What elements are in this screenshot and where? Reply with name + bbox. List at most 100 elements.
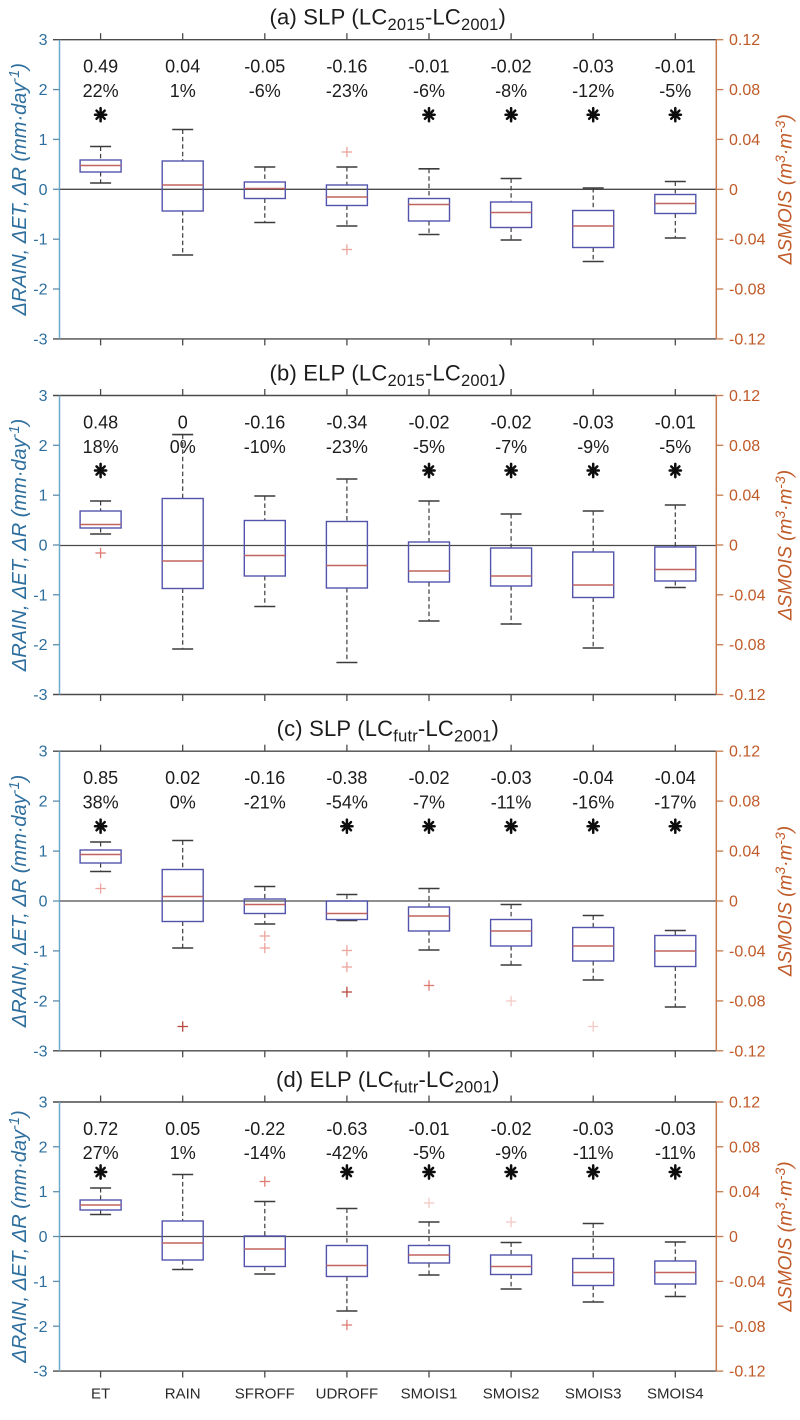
svg-text:-0.38: -0.38 — [326, 768, 367, 788]
svg-text:0.04: 0.04 — [729, 844, 760, 861]
svg-text:-1: -1 — [33, 943, 47, 960]
svg-text:0.08: 0.08 — [729, 82, 760, 99]
svg-text:2: 2 — [39, 794, 48, 811]
svg-text:-5%: -5% — [413, 437, 445, 457]
svg-text:0%: 0% — [170, 437, 196, 457]
svg-text:-7%: -7% — [413, 793, 445, 813]
svg-text:-0.02: -0.02 — [408, 412, 449, 432]
svg-text:0.04: 0.04 — [729, 132, 760, 149]
svg-text:-11%: -11% — [491, 793, 532, 813]
svg-text:-0.01: -0.01 — [655, 412, 696, 432]
svg-text:0.48: 0.48 — [83, 412, 118, 432]
svg-text:ΔRAIN, ΔET, ΔR (mm·day-1): ΔRAIN, ΔET, ΔR (mm·day-1) — [7, 419, 31, 672]
svg-text:-11%: -11% — [573, 1143, 614, 1163]
svg-text:-0.04: -0.04 — [729, 943, 766, 960]
svg-text:0: 0 — [39, 182, 48, 199]
svg-text:-0.08: -0.08 — [729, 637, 766, 654]
svg-text:-0.63: -0.63 — [326, 1119, 367, 1139]
svg-text:-0.16: -0.16 — [244, 768, 285, 788]
svg-text:0: 0 — [729, 182, 738, 199]
svg-text:-0.08: -0.08 — [729, 282, 766, 299]
svg-text:-0.02: -0.02 — [408, 768, 449, 788]
svg-text:-7%: -7% — [495, 437, 527, 457]
svg-text:ΔSMOIS (m3·m-3): ΔSMOIS (m3·m-3) — [772, 826, 797, 977]
svg-text:RAIN: RAIN — [165, 1386, 201, 1403]
svg-text:38%: 38% — [83, 793, 119, 813]
svg-text:-0.12: -0.12 — [729, 1364, 766, 1381]
svg-text:0.72: 0.72 — [83, 1119, 118, 1139]
svg-text:-3: -3 — [33, 687, 47, 704]
svg-text:(d) ELP (LCfutr-LC2001): (d) ELP (LCfutr-LC2001) — [276, 1067, 500, 1097]
svg-text:-0.04: -0.04 — [729, 1274, 766, 1291]
svg-text:2: 2 — [39, 438, 48, 455]
svg-text:-0.01: -0.01 — [408, 1119, 449, 1139]
svg-text:-0.03: -0.03 — [655, 1119, 696, 1139]
svg-text:0.12: 0.12 — [729, 1095, 760, 1112]
svg-text:-8%: -8% — [495, 81, 527, 101]
svg-text:0.08: 0.08 — [729, 794, 760, 811]
svg-text:-11%: -11% — [655, 1143, 696, 1163]
svg-text:-54%: -54% — [326, 793, 368, 813]
svg-text:0.05: 0.05 — [165, 1119, 200, 1139]
svg-text:0: 0 — [39, 538, 48, 555]
svg-text:0.04: 0.04 — [165, 57, 200, 77]
svg-text:0: 0 — [39, 894, 48, 911]
svg-text:0.02: 0.02 — [165, 768, 200, 788]
svg-text:3: 3 — [39, 1095, 48, 1112]
svg-text:-17%: -17% — [654, 793, 696, 813]
svg-text:1: 1 — [39, 1184, 48, 1201]
svg-text:0.85: 0.85 — [83, 768, 118, 788]
svg-text:SFROFF: SFROFF — [235, 1386, 295, 1403]
svg-text:-3: -3 — [33, 331, 47, 348]
svg-text:0: 0 — [729, 894, 738, 911]
svg-text:-0.08: -0.08 — [729, 1319, 766, 1336]
svg-text:2: 2 — [39, 1139, 48, 1156]
svg-text:3: 3 — [39, 388, 48, 405]
svg-text:ΔSMOIS (m3·m-3): ΔSMOIS (m3·m-3) — [772, 1161, 797, 1312]
svg-text:3: 3 — [39, 744, 48, 761]
svg-text:ET: ET — [91, 1386, 110, 1403]
svg-text:-12%: -12% — [572, 81, 614, 101]
svg-text:0.49: 0.49 — [83, 57, 118, 77]
svg-text:1: 1 — [39, 132, 48, 149]
svg-text:-23%: -23% — [326, 437, 368, 457]
svg-text:-0.01: -0.01 — [408, 57, 449, 77]
svg-text:1: 1 — [39, 844, 48, 861]
svg-text:2: 2 — [39, 82, 48, 99]
svg-text:0: 0 — [729, 538, 738, 555]
svg-text:-14%: -14% — [244, 1143, 286, 1163]
svg-text:3: 3 — [39, 32, 48, 49]
svg-text:-16%: -16% — [572, 793, 614, 813]
svg-text:ΔSMOIS (m3·m-3): ΔSMOIS (m3·m-3) — [772, 470, 797, 621]
svg-text:-0.16: -0.16 — [244, 412, 285, 432]
svg-text:SMOIS2: SMOIS2 — [483, 1386, 540, 1403]
svg-text:-0.03: -0.03 — [573, 412, 614, 432]
svg-text:-0.01: -0.01 — [655, 57, 696, 77]
svg-text:-1: -1 — [33, 1274, 47, 1291]
svg-text:-23%: -23% — [326, 81, 368, 101]
svg-text:0.04: 0.04 — [729, 1184, 760, 1201]
svg-text:-9%: -9% — [495, 1143, 527, 1163]
svg-text:-0.02: -0.02 — [491, 412, 532, 432]
svg-text:-2: -2 — [33, 637, 47, 654]
svg-text:-0.04: -0.04 — [729, 232, 766, 249]
svg-text:-0.12: -0.12 — [729, 1043, 766, 1060]
svg-text:ΔRAIN, ΔET, ΔR (mm·day-1): ΔRAIN, ΔET, ΔR (mm·day-1) — [7, 1110, 31, 1363]
svg-text:-2: -2 — [33, 282, 47, 299]
svg-text:-0.03: -0.03 — [491, 768, 532, 788]
svg-text:-0.02: -0.02 — [491, 57, 532, 77]
svg-text:-0.03: -0.03 — [573, 57, 614, 77]
svg-text:-0.16: -0.16 — [326, 57, 367, 77]
svg-text:-0.12: -0.12 — [729, 331, 766, 348]
svg-text:SMOIS1: SMOIS1 — [401, 1386, 458, 1403]
svg-text:-5%: -5% — [413, 1143, 445, 1163]
svg-text:-5%: -5% — [659, 437, 691, 457]
svg-text:-0.04: -0.04 — [573, 768, 614, 788]
svg-text:-9%: -9% — [577, 437, 609, 457]
svg-text:-0.04: -0.04 — [729, 587, 766, 604]
svg-text:-5%: -5% — [659, 81, 691, 101]
svg-text:0.08: 0.08 — [729, 1139, 760, 1156]
svg-text:-0.05: -0.05 — [244, 57, 285, 77]
svg-text:-2: -2 — [33, 993, 47, 1010]
svg-text:0.08: 0.08 — [729, 438, 760, 455]
